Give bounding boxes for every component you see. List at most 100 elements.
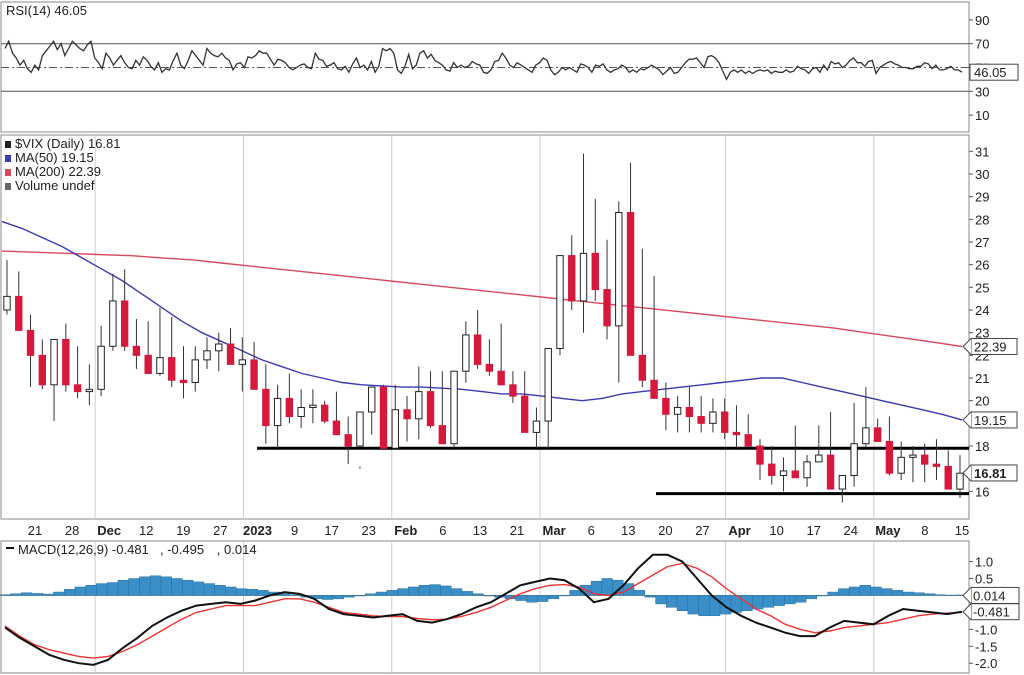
candle — [356, 411, 364, 469]
candle — [803, 455, 811, 487]
macd-histogram-bar — [192, 581, 205, 596]
candle-body — [850, 443, 858, 476]
macd-histogram-bar — [257, 590, 269, 596]
x-axis-label: 21 — [28, 523, 42, 538]
x-axis-label: Dec — [97, 523, 121, 538]
x-axis-label: Apr — [728, 523, 750, 538]
candle — [650, 276, 658, 399]
macd-histogram-bar — [526, 595, 538, 603]
candle — [579, 153, 588, 333]
macd-histogram-bar — [666, 595, 678, 608]
x-axis-label: 12 — [139, 523, 153, 538]
candle — [226, 328, 235, 365]
candle — [897, 441, 905, 480]
x-axis-label: 19 — [176, 523, 190, 538]
candle-body — [403, 409, 411, 420]
price-y-tick-label: 28 — [975, 212, 989, 227]
macd-histogram-bar — [601, 578, 613, 596]
macd-histogram-bar — [440, 585, 452, 596]
legend-swatch — [5, 141, 11, 148]
macd-value-tag-label: -0.481 — [973, 605, 1010, 620]
x-axis: 21 28 Dec 12 19 27 2023 9 17 23 Feb 6 13 21 Mar 6 13 20 27… — [28, 523, 969, 538]
candle — [332, 391, 341, 436]
candle — [591, 198, 599, 301]
macd-panel: MACD(12,26,9) -0.481 , -0.495 , 0.014 1.0 0… — [0, 540, 1020, 674]
candle — [426, 371, 435, 428]
price-y-tick-label: 18 — [975, 439, 989, 454]
x-axis-label: 10 — [769, 523, 783, 538]
candle — [509, 371, 517, 403]
x-axis-label: 15 — [955, 523, 969, 538]
candle — [156, 307, 164, 376]
candle — [862, 387, 870, 449]
candle — [932, 439, 941, 480]
macd-histogram-bar — [289, 594, 301, 596]
price-value-tag-label: 16.81 — [974, 466, 1007, 481]
macd-histogram-bar — [10, 593, 22, 596]
macd-line — [4, 553, 963, 666]
rsi-y-tick-label: 30 — [975, 84, 989, 99]
candle-body — [250, 359, 258, 390]
candle — [415, 366, 423, 440]
candle-body — [368, 386, 376, 413]
x-axis-label: May — [875, 523, 901, 538]
legend-swatch — [5, 183, 11, 190]
candle — [285, 373, 294, 424]
candle-body — [720, 411, 729, 433]
rsi-line — [4, 39, 963, 81]
macd-histogram-bar — [354, 595, 366, 597]
candle-body — [520, 395, 529, 433]
macd-y-tick-label: -2.0 — [975, 656, 997, 671]
candle-body — [356, 411, 364, 447]
candle — [273, 384, 282, 449]
candle-body — [332, 420, 341, 436]
price-y-tick-label: 31 — [975, 144, 989, 159]
candle-body — [638, 354, 647, 381]
candle — [391, 384, 399, 449]
x-axis-label: 9 — [291, 523, 298, 538]
x-axis-label: 23 — [361, 523, 375, 538]
candle-body — [709, 411, 717, 424]
candle-body — [203, 350, 211, 361]
macd-histogram-bar — [483, 595, 495, 597]
x-axis-label: 21 — [510, 523, 524, 538]
macd-histogram-bar — [42, 593, 54, 596]
candle-body — [615, 212, 623, 327]
candle-body — [132, 345, 141, 356]
macd-histogram-bar — [246, 589, 258, 596]
candle — [120, 269, 129, 351]
macd-histogram-bar — [451, 588, 463, 596]
candle-body — [297, 406, 305, 418]
candle-body — [320, 404, 329, 422]
x-axis-label: 17 — [324, 523, 338, 538]
price-y-tick-label: 25 — [975, 280, 989, 295]
macd-histogram-bar — [96, 583, 108, 596]
candle-body — [732, 431, 741, 436]
macd-value-tag-pointer — [962, 587, 972, 604]
macd-histogram-bar — [63, 589, 76, 596]
candle — [662, 382, 670, 431]
macd-y-tick-label: 0.5 — [975, 572, 993, 587]
macd-value-tag-label: 0.014 — [973, 588, 1006, 603]
rsi-panel: RSI(14) 46.05 9070503010 46.05 — [0, 1, 1019, 133]
candle-body — [309, 404, 317, 408]
candle — [473, 310, 482, 369]
macd-histogram-bar — [655, 595, 667, 605]
candle-body — [697, 416, 705, 424]
macd-histogram-bar — [891, 590, 904, 596]
candle-body — [862, 427, 870, 445]
candle-body — [556, 255, 564, 350]
macd-histogram-bar — [375, 591, 387, 596]
macd-histogram-bar — [149, 575, 162, 596]
candle — [168, 316, 176, 388]
candle-body — [885, 440, 894, 474]
candle-body — [591, 252, 599, 291]
x-axis-label: 27 — [695, 523, 709, 538]
candle-body — [685, 406, 694, 418]
candle — [615, 201, 623, 383]
candle-body — [673, 406, 682, 415]
candle — [309, 389, 317, 424]
price-value-tag-pointer — [962, 464, 972, 482]
candle-body — [626, 212, 635, 356]
